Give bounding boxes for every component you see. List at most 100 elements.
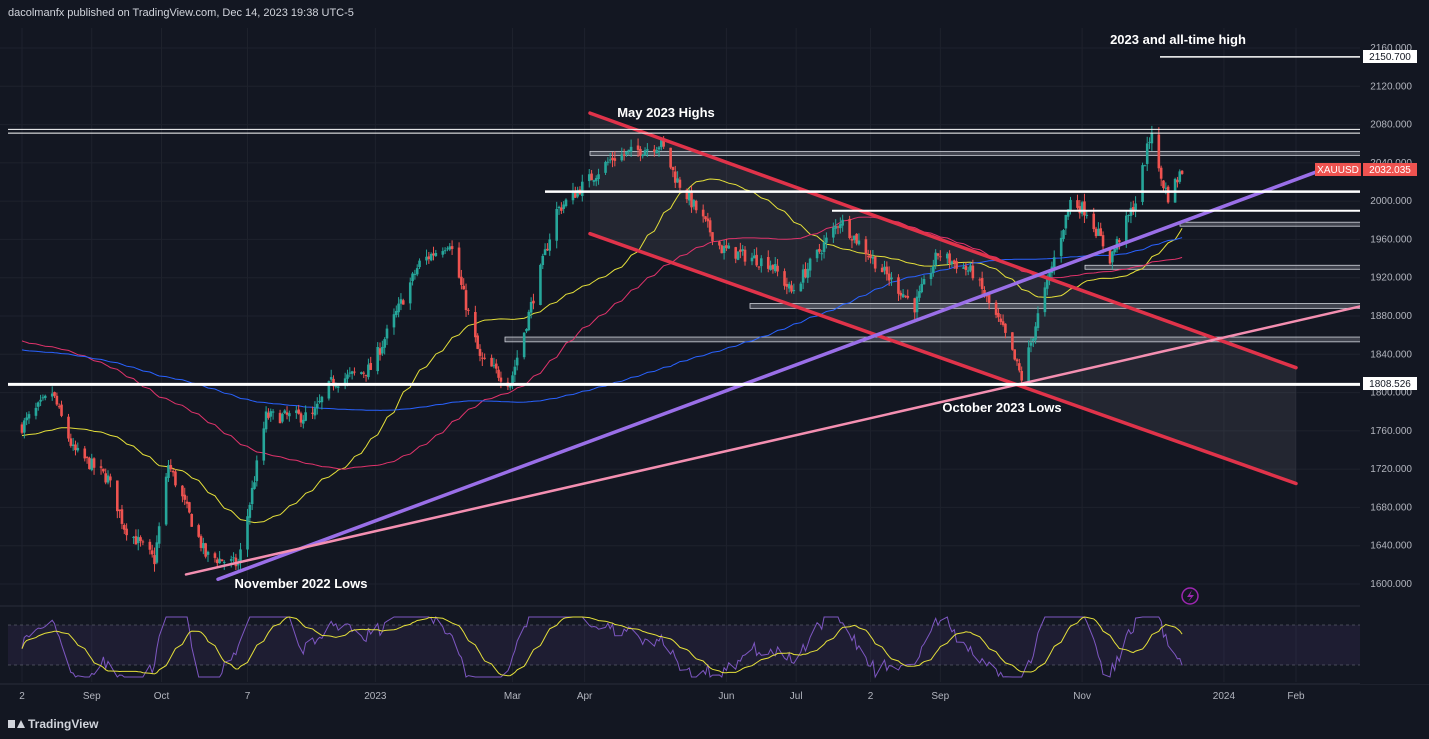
candle-body — [785, 284, 789, 287]
candle-body — [85, 456, 89, 458]
candle-body — [1015, 359, 1019, 362]
symbol-badge: XAUUSD — [1315, 163, 1361, 176]
candle-body — [467, 309, 470, 311]
candle-body — [932, 265, 935, 273]
candle-body — [1118, 240, 1121, 243]
candle-body — [866, 256, 870, 258]
candle-body — [613, 158, 617, 161]
candle-body — [141, 541, 145, 543]
candle-body — [150, 550, 154, 555]
candle-body — [153, 555, 156, 565]
candle-body — [678, 179, 682, 188]
candle-body — [934, 252, 937, 266]
candle-body — [1143, 165, 1147, 167]
candle-body — [887, 273, 891, 281]
candle-body — [564, 199, 568, 207]
price-tick: 1760.000 — [1370, 426, 1412, 437]
svg-text:1808.526: 1808.526 — [1369, 379, 1411, 390]
candle-body — [850, 239, 854, 241]
candle-body — [448, 246, 452, 250]
candle-body — [883, 266, 886, 271]
candle-body — [383, 339, 386, 348]
lightning-icon[interactable] — [1181, 587, 1199, 605]
rsi-band — [8, 625, 1360, 665]
candle-body — [736, 251, 740, 260]
candle-body — [1048, 272, 1051, 279]
candle-body — [848, 218, 851, 239]
candle-body — [183, 494, 187, 500]
time-tick: Jun — [718, 691, 734, 702]
candle-body — [434, 252, 438, 257]
candle-body — [1124, 215, 1128, 244]
candle-body — [155, 542, 159, 563]
time-tick: Sep — [83, 691, 101, 702]
candle-body — [318, 400, 321, 403]
candle-body — [525, 329, 528, 332]
candle-body — [852, 235, 856, 241]
candle-body — [587, 174, 591, 182]
candle-body — [522, 332, 526, 358]
candle-body — [336, 386, 340, 388]
candle-body — [646, 149, 649, 151]
price-tick: 1920.000 — [1370, 273, 1412, 284]
candle-body — [739, 249, 742, 252]
candle-body — [655, 149, 658, 154]
candle-body — [906, 295, 910, 298]
candle-body — [1029, 342, 1033, 346]
candle-body — [90, 458, 94, 471]
candle-body — [343, 378, 347, 386]
time-axis: 2 Sep Oct 7 2023 Mar Apr Jun Jul 2 Sep Nov 2024 Feb — [19, 691, 1305, 702]
candle-body — [1062, 230, 1065, 239]
candle-body — [515, 357, 519, 366]
candle-body — [425, 256, 428, 261]
candle-body — [676, 178, 679, 183]
candle-body — [720, 245, 724, 254]
candle-body — [629, 146, 633, 152]
candle-body — [222, 561, 226, 563]
candle-body — [1031, 338, 1035, 341]
candle-body — [494, 363, 498, 369]
candle-body — [1043, 287, 1047, 313]
candle-body — [513, 366, 517, 375]
candle-body — [50, 393, 54, 397]
candle-body — [815, 249, 819, 259]
candle-body — [297, 409, 300, 414]
candle-body — [478, 348, 482, 356]
candle-body — [741, 249, 744, 251]
candle-body — [985, 295, 989, 297]
candle-body — [67, 416, 70, 439]
candle-body — [1099, 228, 1103, 237]
candle-body — [1092, 213, 1096, 230]
candle-body — [362, 372, 366, 374]
candle-body — [773, 264, 777, 272]
candle-body — [1085, 214, 1089, 216]
candle-body — [492, 365, 496, 367]
time-tick: Apr — [577, 691, 593, 702]
candle-body — [555, 208, 559, 241]
tradingview-logo[interactable]: TradingView — [8, 717, 98, 731]
candle-body — [834, 225, 837, 229]
svg-text:2150.700: 2150.700 — [1369, 52, 1411, 63]
candle-body — [348, 372, 352, 374]
candle-body — [999, 318, 1003, 322]
candle-body — [511, 375, 514, 385]
channel-upper-line — [588, 111, 1298, 370]
candle-body — [481, 357, 484, 359]
candle-body — [27, 414, 31, 419]
candle-body — [580, 181, 584, 197]
candle-body — [1134, 203, 1137, 211]
candle-body — [232, 557, 235, 559]
candle-body — [776, 265, 779, 272]
candle-body — [922, 278, 926, 285]
candle-body — [792, 290, 796, 292]
uptrend-support-line — [216, 170, 1317, 581]
candle-body — [401, 300, 405, 305]
candle-body — [1094, 228, 1098, 237]
candle-body — [787, 283, 791, 289]
candle-body — [248, 504, 252, 518]
price-zone — [1179, 221, 1363, 227]
candle-body — [962, 267, 965, 269]
candle-body — [25, 417, 28, 421]
candle-body — [622, 154, 626, 156]
